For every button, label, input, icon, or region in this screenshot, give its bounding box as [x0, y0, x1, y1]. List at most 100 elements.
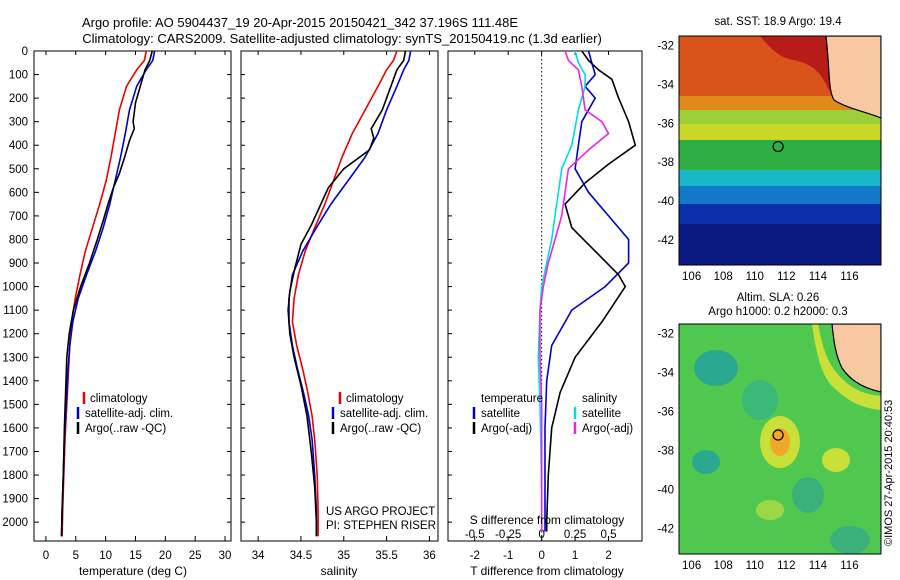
- x-tick-label: 36: [423, 550, 436, 562]
- temperature-axis-label: temperature (deg C): [79, 564, 187, 578]
- depth-tick-label: 200: [9, 93, 28, 105]
- sla-lon-tick-label: 108: [714, 560, 733, 572]
- sst-lat-tick-label: -38: [657, 157, 674, 169]
- series-line-temperature-argo-raw-qc-: [60, 50, 153, 537]
- x-tick-label: 2: [605, 550, 611, 562]
- sst-lat-tick-label: -42: [657, 235, 674, 247]
- depth-tick-label: 1400: [2, 376, 28, 388]
- sla-lon-tick-label: 116: [840, 560, 858, 572]
- x-tick-label: 35: [337, 550, 350, 562]
- sla-map-subtitle: Argo h1000: 0.2 h2000: 0.3: [708, 306, 847, 318]
- legend-label-s-argo: Argo(-adj): [582, 423, 633, 435]
- top-x-tick-label: 0.5: [601, 529, 617, 541]
- x-tick-label: 0: [538, 550, 544, 562]
- depth-tick-label: 100: [9, 70, 28, 82]
- legend-label-t-argo: Argo(-adj): [481, 423, 532, 435]
- depth-tick-label: 1200: [2, 329, 28, 341]
- depth-tick-label: 2000: [2, 517, 28, 529]
- series-line-salinity-climatology: [291, 50, 398, 537]
- legend-label-climatology: climatology: [346, 393, 404, 405]
- sla-map-title: Altim. SLA: 0.26: [737, 292, 819, 304]
- sst-lon-tick-label: 108: [714, 271, 733, 283]
- sla-lat-tick-label: -42: [657, 524, 674, 536]
- temperature-legend: climatology satellite-adj. clim. Argo(..…: [76, 392, 173, 435]
- x-tick-label: 10: [99, 550, 112, 562]
- sla-lat-tick-label: -32: [657, 329, 674, 341]
- sst-map-frame: [678, 35, 882, 266]
- depth-tick-label: 500: [9, 164, 28, 176]
- depth-tick-label: 1900: [2, 494, 28, 506]
- series-line-salinity-satellite-adj-clim-: [288, 50, 412, 537]
- sst-lat-tick-label: -32: [657, 41, 674, 53]
- depth-tick-label: 800: [9, 234, 28, 246]
- top-x-tick-label: -0.25: [495, 529, 521, 541]
- s-difference-axis-label: S difference from climatology: [470, 513, 625, 527]
- x-tick-label: 5: [73, 550, 79, 562]
- legend-label-climatology: climatology: [90, 393, 148, 405]
- legend-label-argo: Argo(..raw -QC): [340, 423, 421, 435]
- top-x-tick-label: -0.5: [465, 529, 485, 541]
- sla-map-image: [679, 324, 881, 554]
- depth-tick-label: 1800: [2, 470, 28, 482]
- depth-tick-label: 1100: [3, 305, 28, 317]
- salinity-axis-label: salinity: [321, 564, 358, 578]
- figure-title: Argo profile: AO 5904437_19 20-Apr-2015 …: [82, 15, 518, 30]
- difference-legend: temperature salinity satellite Argo(-adj…: [472, 393, 633, 435]
- sla-lon-tick-label: 110: [746, 560, 764, 572]
- depth-tick-label: 1500: [2, 399, 28, 411]
- sla-lat-tick-label: -36: [657, 407, 674, 419]
- sla-lat-tick-label: -40: [657, 485, 674, 497]
- sst-argo-position-marker: [772, 140, 784, 153]
- x-tick-label: 15: [129, 550, 142, 562]
- depth-tick-label: 0: [22, 46, 28, 58]
- depth-tick-label: 600: [9, 187, 28, 199]
- sst-lon-tick-label: 112: [777, 271, 795, 283]
- x-tick-label: 20: [159, 550, 172, 562]
- x-tick-label: 1: [572, 550, 578, 562]
- depth-tick-label: 900: [9, 258, 28, 270]
- depth-tick-label: 300: [9, 117, 28, 129]
- float-project-label: US ARGO PROJECT: [326, 506, 435, 518]
- salinity-legend: climatology satellite-adj. clim. Argo(..…: [326, 392, 436, 532]
- x-tick-label: 25: [189, 550, 202, 562]
- sst-lon-tick-label: 110: [746, 271, 764, 283]
- top-x-tick-label: 0.25: [564, 529, 586, 541]
- series-line-difference-t-argo-adj-: [545, 50, 637, 532]
- depth-tick-label: 400: [9, 140, 28, 152]
- legend-label-satellite: satellite-adj. clim.: [340, 408, 428, 420]
- float-pi-label: PI: STEPHEN RISER: [326, 520, 436, 532]
- imos-watermark: ©IMOS 27-Apr-2015 20:40:53: [883, 400, 895, 546]
- axis-ticks: 0100200300400500600700800900100011001200…: [2, 41, 858, 572]
- x-tick-label: 34: [252, 550, 265, 562]
- sst-map-image: [679, 36, 881, 265]
- depth-tick-label: 1000: [2, 282, 28, 294]
- sst-lat-tick-label: -36: [657, 118, 674, 130]
- sst-lat-tick-label: -34: [657, 80, 674, 92]
- x-tick-label: 30: [219, 550, 232, 562]
- x-tick-label: -1: [503, 550, 513, 562]
- x-tick-label: 34.5: [290, 550, 312, 562]
- depth-tick-label: 1700: [2, 446, 28, 458]
- sla-lon-tick-label: 114: [809, 560, 828, 572]
- legend-label-argo: Argo(..raw -QC): [85, 423, 166, 435]
- x-tick-label: 35.5: [375, 550, 397, 562]
- legend-label-t-satellite: satellite: [481, 408, 520, 420]
- series-line-salinity-argo-raw-qc-: [287, 50, 407, 537]
- series-line-difference-s-satellite: [537, 50, 586, 532]
- sla-argo-position-marker: [772, 429, 784, 441]
- sst-lon-tick-label: 106: [682, 271, 701, 283]
- sst-lat-tick-label: -40: [657, 196, 674, 208]
- legend-title-temperature: temperature: [481, 393, 543, 405]
- sla-lon-tick-label: 112: [777, 560, 795, 572]
- salinity-panel: [240, 50, 439, 542]
- sla-map-frame: [678, 323, 882, 555]
- depth-tick-label: 1600: [2, 423, 28, 435]
- x-tick-label: 0: [43, 550, 49, 562]
- legend-label-satellite: satellite-adj. clim.: [85, 408, 173, 420]
- legend-label-s-satellite: satellite: [582, 408, 621, 420]
- sst-map-title: sat. SST: 18.9 Argo: 19.4: [714, 16, 842, 28]
- figure-subtitle: Climatology: CARS2009. Satellite-adjuste…: [82, 31, 602, 46]
- sst-lon-tick-label: 116: [840, 271, 858, 283]
- sla-lon-tick-label: 106: [682, 560, 701, 572]
